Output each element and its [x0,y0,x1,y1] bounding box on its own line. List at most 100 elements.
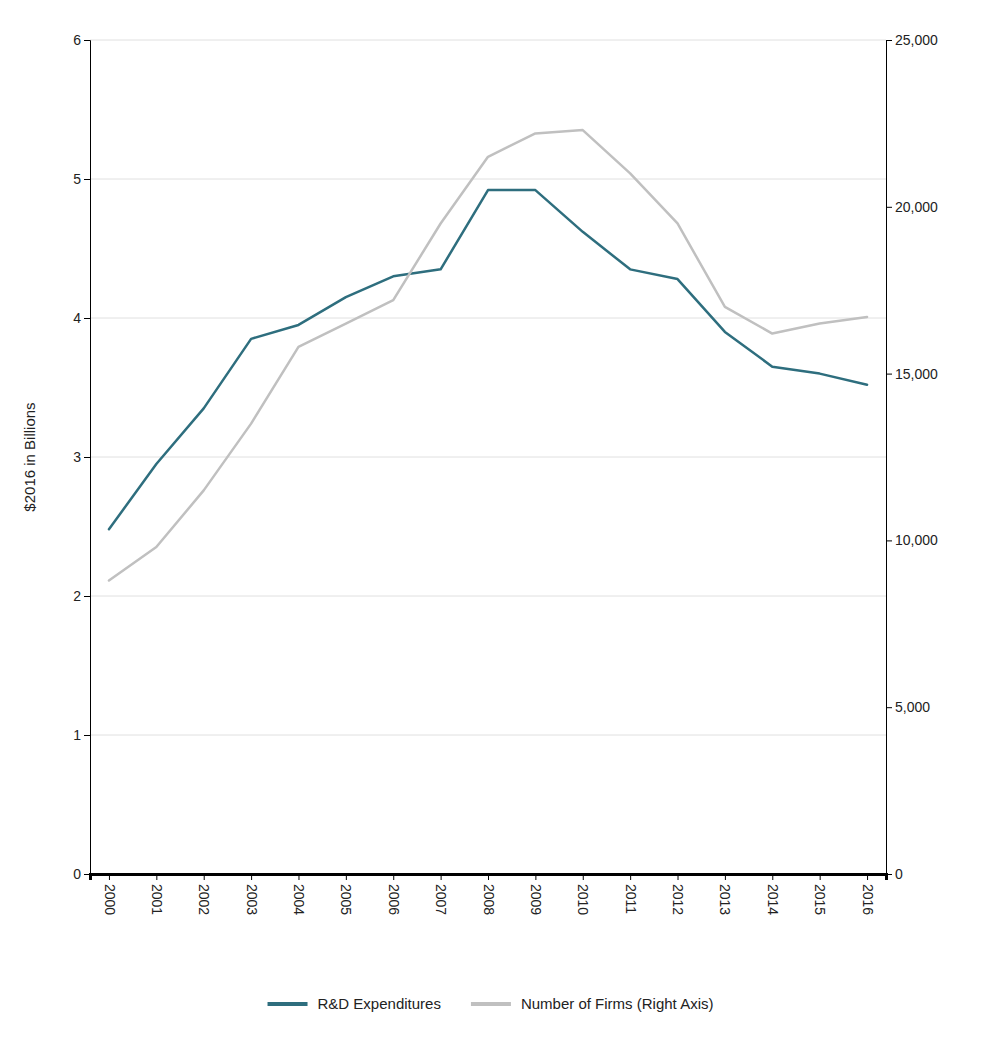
y-tick: 5 [73,171,90,187]
x-axis-line [91,875,887,881]
x-tick: 2016 [860,874,876,915]
x-tick: 2013 [718,874,734,915]
plot: 2000200120022003200420052006200720082009… [21,32,938,915]
y-tick-mark [84,179,90,180]
y-tick-label: 4 [73,310,81,326]
x-tick: 2005 [338,874,354,915]
series-line [109,130,867,580]
x-tick-label: 2009 [528,884,544,915]
x-tick: 2015 [812,874,828,915]
y-tick-label: 2 [73,588,81,604]
x-tick-label: 2002 [196,884,212,915]
grid-line [90,735,886,736]
y-tick-label: 1 [73,727,81,743]
x-tick-mark [298,874,299,880]
y2-tick: 25,000 [886,32,938,48]
x-tick-mark [441,874,442,880]
y-tick-label: 0 [73,866,81,882]
x-tick-mark [867,874,868,880]
y2-tick-label: 0 [895,866,903,882]
chart: 2000200120022003200420052006200720082009… [0,0,981,1044]
y-tick: 6 [73,32,90,48]
x-tick-mark [251,874,252,880]
x-tick-mark [488,874,489,880]
grid-line [90,40,886,41]
y2-tick-label: 25,000 [895,32,938,48]
x-tick-mark [346,874,347,880]
grid-line [90,457,886,458]
x-tick-label: 2011 [623,884,639,914]
x-tick-mark [725,874,726,880]
y-tick: 4 [73,310,90,326]
grid-line [90,179,886,180]
x-axis: 2000 2001 2002 2003 2004 2005 2006 2007 2008 2009… [91,874,887,915]
x-tick-mark [820,874,821,880]
x-tick: 2000 [102,874,118,915]
y-tick-mark [84,735,90,736]
y2-tick-mark [886,40,892,41]
y2-tick: 20,000 [886,199,938,215]
legend-item: R&D Expenditures [268,995,441,1012]
y2-tick-mark [886,207,892,208]
x-tick: 2011 [623,874,639,914]
y2-tick: 15,000 [886,366,938,382]
x-tick: 2001 [149,874,165,915]
y2-tick-mark [886,374,892,375]
x-tick-label: 2003 [244,884,260,915]
x-tick-label: 2000 [102,884,118,915]
grid-line [90,318,886,319]
grid [90,40,886,874]
x-tick-label: 2013 [718,884,734,915]
x-tick-mark [772,874,773,880]
legend-swatch [471,1002,511,1006]
x-tick-label: 2015 [812,884,828,915]
y2-tick-label: 5,000 [895,699,930,715]
x-tick-mark [583,874,584,880]
x-tick-label: 2004 [291,884,307,915]
x-tick-label: 2001 [149,884,165,915]
x-tick: 2007 [433,874,449,915]
y-tick: 2 [73,588,90,604]
y2-tick-mark [886,540,892,541]
x-tick-mark [630,874,631,880]
x-tick: 2014 [765,874,781,915]
x-tick-mark [678,874,679,880]
legend-item: Number of Firms (Right Axis) [471,995,714,1012]
x-tick-mark [535,874,536,880]
y2-tick-mark [886,874,892,875]
y-axis-title: $2016 in Billions [21,402,38,511]
x-tick-label: 2005 [338,884,354,915]
x-tick: 2008 [481,874,497,915]
y2-tick: 5,000 [886,699,930,715]
y-tick-label: 5 [73,171,81,187]
x-tick-label: 2012 [670,884,686,915]
legend-label: Number of Firms (Right Axis) [521,995,714,1012]
y2-axis-line [887,41,893,875]
grid-line [90,596,886,597]
y-tick-mark [84,40,90,41]
x-tick-label: 2007 [433,884,449,915]
y-tick-label: 6 [73,32,81,48]
x-tick: 2012 [670,874,686,915]
x-tick: 2003 [244,874,260,915]
y-tick: 0 [73,866,90,882]
legend-label: R&D Expenditures [318,995,441,1012]
y-axis: 0 1 2 3 4 5 6 [73,32,90,882]
y-tick-label: 3 [73,449,81,465]
y2-tick-label: 10,000 [895,532,938,548]
y-tick-mark [84,596,90,597]
x-tick: 2002 [196,874,212,915]
x-tick-label: 2016 [860,884,876,915]
y2-axis: 0 5,000 10,000 15,000 20,000 25,000 [886,32,938,882]
y-tick: 3 [73,449,90,465]
y-tick-mark [84,874,90,875]
y2-tick: 10,000 [886,532,938,548]
x-tick-label: 2010 [575,884,591,915]
y-tick-mark [84,457,90,458]
legend: R&D Expenditures Number of Firms (Right A… [268,995,714,1012]
y-tick-mark [84,318,90,319]
x-tick: 2006 [386,874,402,915]
y-axis-line [84,41,91,875]
x-tick-mark [109,874,110,880]
x-tick-mark [393,874,394,880]
